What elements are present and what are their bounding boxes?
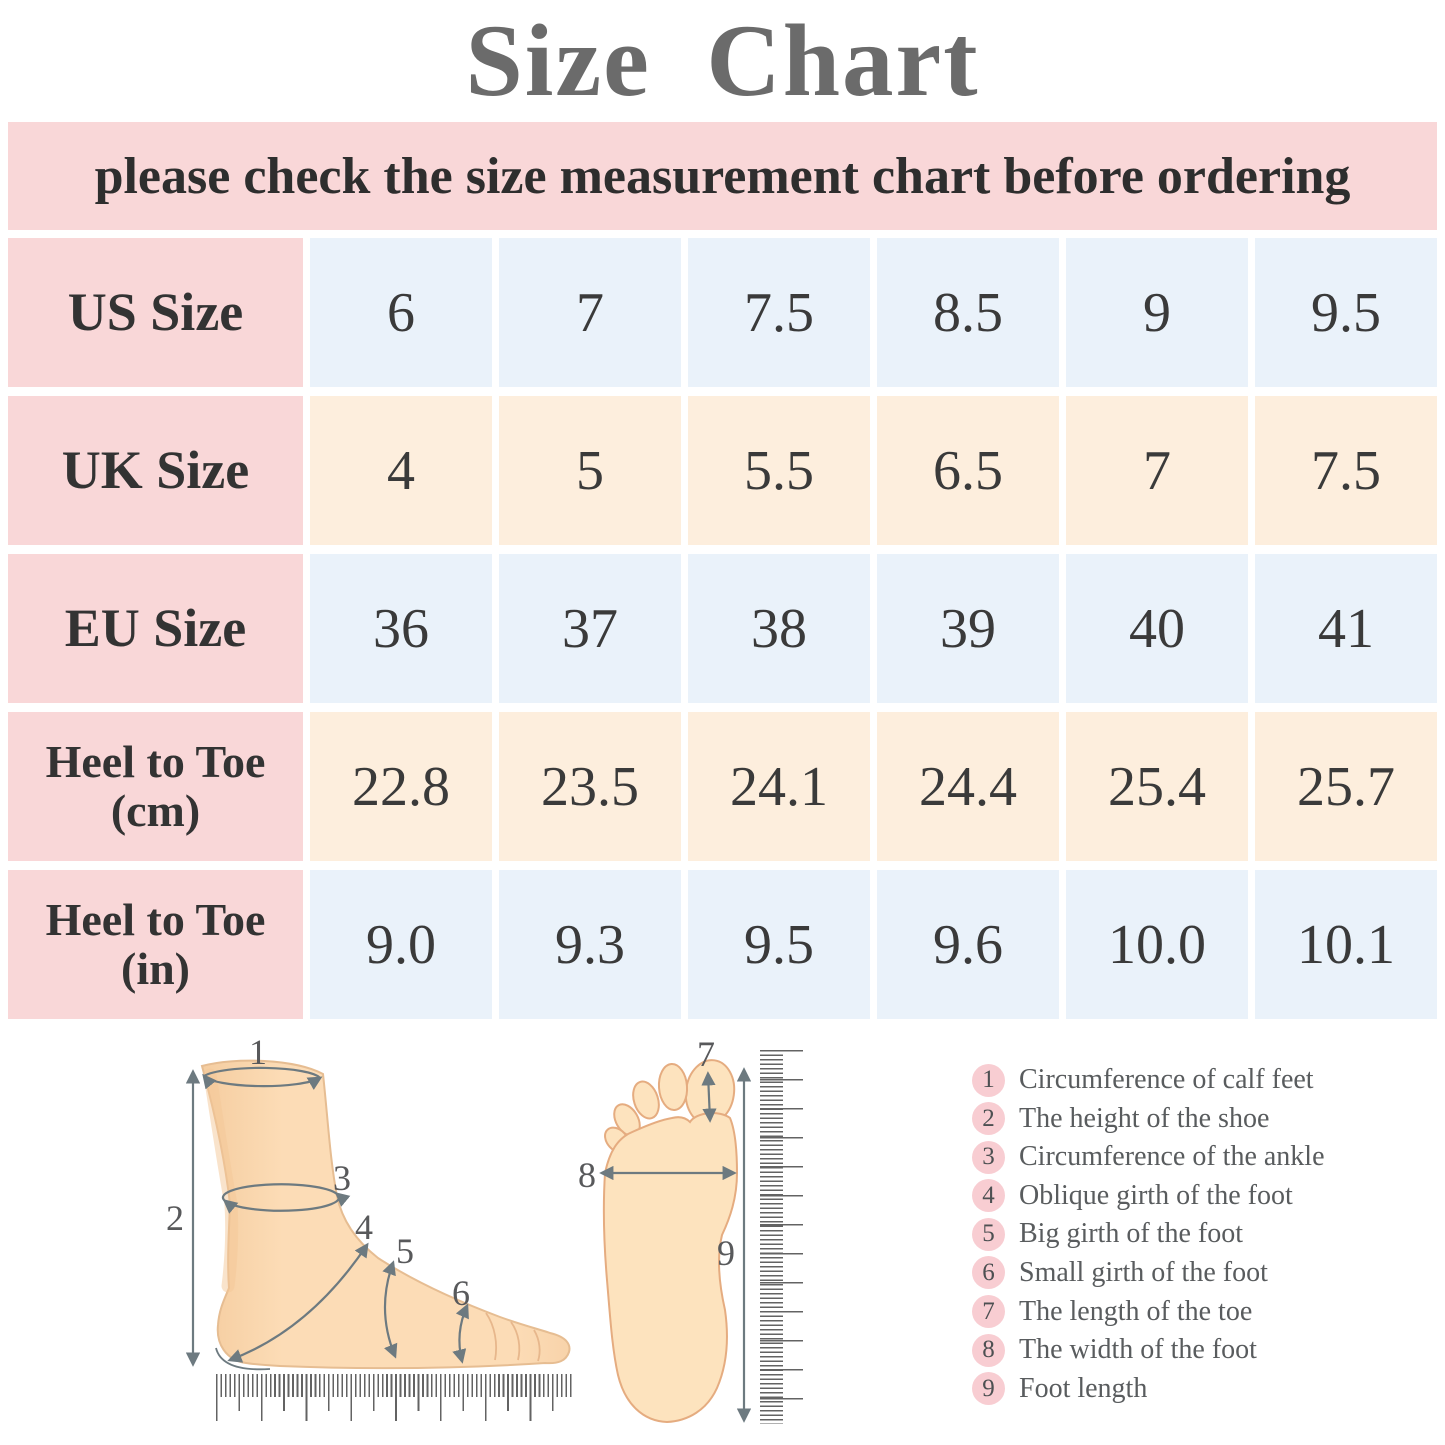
row-header-label: EU Size: [64, 598, 247, 659]
table-cell: 4: [310, 396, 492, 545]
table-cell: 10.1: [1255, 870, 1437, 1019]
measure-label-7: 7: [697, 1034, 715, 1074]
table-cell: 5.5: [688, 396, 870, 545]
measure-label-4: 4: [355, 1207, 373, 1247]
table-cell: 7.5: [1255, 396, 1437, 545]
legend-number-badge: 7: [972, 1295, 1005, 1329]
table-cell: 24.1: [688, 712, 870, 861]
legend-item-text: Small girth of the foot: [1019, 1256, 1268, 1288]
measure-label-8: 8: [578, 1155, 596, 1195]
measure-lines: [185, 1066, 469, 1371]
table-cell: 23.5: [499, 712, 681, 861]
table-cell: 9.5: [688, 870, 870, 1019]
measurement-legend: 1 Circumference of calf feet 2 The height …: [972, 1062, 1325, 1409]
sole-illustration: [602, 1059, 739, 1424]
row-header-sub: (in): [121, 942, 190, 994]
table-cell: 7.5: [688, 238, 870, 387]
table-cell: 38: [688, 554, 870, 703]
table-cell: 10.0: [1066, 870, 1248, 1019]
table-cell: 7: [499, 238, 681, 387]
legend-number-badge: 9: [972, 1372, 1005, 1406]
legend-item: 3 Circumference of the ankle: [972, 1139, 1325, 1175]
legend-number-badge: 8: [972, 1333, 1005, 1367]
measure-label-9: 9: [717, 1233, 735, 1273]
table-cell: 9.0: [310, 870, 492, 1019]
table-cell: 24.4: [877, 712, 1059, 861]
table-cell: 6.5: [877, 396, 1059, 545]
ruler-long-ticks: [216, 1374, 574, 1421]
legend-item-text: The length of the toe: [1019, 1295, 1253, 1327]
legend-number-badge: 6: [972, 1256, 1005, 1290]
legend-number-badge: 3: [972, 1140, 1005, 1174]
legend-item: 6 Small girth of the foot: [972, 1255, 1325, 1291]
foot-side-diagram: 1 2 3 4 5 6: [166, 1032, 571, 1371]
table-cell: 39: [877, 554, 1059, 703]
legend-number-badge: 4: [972, 1179, 1005, 1213]
row-header-label: Heel to Toe: [45, 736, 266, 788]
legend-item-text: Foot length: [1019, 1372, 1148, 1404]
table-cell: 9.3: [499, 870, 681, 1019]
table-cell: 41: [1255, 554, 1437, 703]
row-header-sub: (cm): [110, 784, 201, 836]
row-header-heel-toe-cm: Heel to Toe (cm): [8, 712, 303, 861]
row-header-label: UK Size: [61, 440, 250, 501]
page-title: Size Chart: [465, 4, 980, 118]
vertical-ruler: [760, 1050, 804, 1424]
table-cell: 7: [1066, 396, 1248, 545]
legend-item: 9 Foot length: [972, 1371, 1325, 1407]
measure-label-2: 2: [166, 1198, 184, 1238]
legend-item: 8 The width of the foot: [972, 1332, 1325, 1368]
ruler-long-ticks: [760, 1050, 803, 1424]
legend-number-badge: 1: [972, 1063, 1005, 1097]
notice-text: please check the size measurement chart …: [94, 147, 1351, 205]
table-cell: 9.6: [877, 870, 1059, 1019]
foot-sole-diagram: 7 8 9: [578, 1034, 752, 1424]
table-cell: 25.7: [1255, 712, 1437, 861]
legend-item-text: The height of the shoe: [1019, 1102, 1270, 1134]
table-cell: 5: [499, 396, 681, 545]
row-header-uk-size: UK Size: [8, 396, 303, 545]
notice-banner: please check the size measurement chart …: [8, 122, 1437, 230]
legend-item: 1 Circumference of calf feet: [972, 1062, 1325, 1098]
legend-item-text: Oblique girth of the foot: [1019, 1179, 1293, 1211]
measure-label-3: 3: [333, 1158, 351, 1198]
row-header-us-size: US Size: [8, 238, 303, 387]
sole-measure-lines: [599, 1067, 752, 1423]
table-cell: 6: [310, 238, 492, 387]
table-cell: 25.4: [1066, 712, 1248, 861]
legend-item-text: The width of the foot: [1019, 1334, 1257, 1366]
legend-item: 4 Oblique girth of the foot: [972, 1178, 1325, 1214]
row-header-heel-toe-in: Heel to Toe (in): [8, 870, 303, 1019]
legend-item: 7 The length of the toe: [972, 1294, 1325, 1330]
row-header-eu-size: EU Size: [8, 554, 303, 703]
toe-creases: [485, 1312, 541, 1362]
measure-label-5: 5: [396, 1231, 414, 1271]
measure-label-6: 6: [452, 1273, 470, 1313]
table-cell: 9.5: [1255, 238, 1437, 387]
legend-number-badge: 5: [972, 1217, 1005, 1251]
legend-item-text: Circumference of calf feet: [1019, 1064, 1314, 1095]
table-cell: 22.8: [310, 712, 492, 861]
measurement-diagrams-section: 1 2 3 4 5 6: [0, 1023, 1445, 1445]
table-cell: 36: [310, 554, 492, 703]
measure-label-1: 1: [249, 1032, 267, 1072]
horizontal-ruler: [216, 1374, 574, 1422]
legend-item-text: Circumference of the ankle: [1019, 1141, 1325, 1173]
table-cell: 9: [1066, 238, 1248, 387]
table-cell: 37: [499, 554, 681, 703]
table-cell: 8.5: [877, 238, 1059, 387]
legend-item: 5 Big girth of the foot: [972, 1216, 1325, 1252]
row-header-label: Heel to Toe: [45, 894, 266, 946]
legend-item-text: Big girth of the foot: [1019, 1218, 1243, 1250]
size-table: US Size 6 7 7.5 8.5 9 9.5 UK Size 4 5 5.…: [8, 238, 1437, 1019]
table-cell: 40: [1066, 554, 1248, 703]
legend-number-badge: 2: [972, 1102, 1005, 1136]
row-header-label: US Size: [67, 282, 244, 343]
legend-item: 2 The height of the shoe: [972, 1101, 1325, 1137]
